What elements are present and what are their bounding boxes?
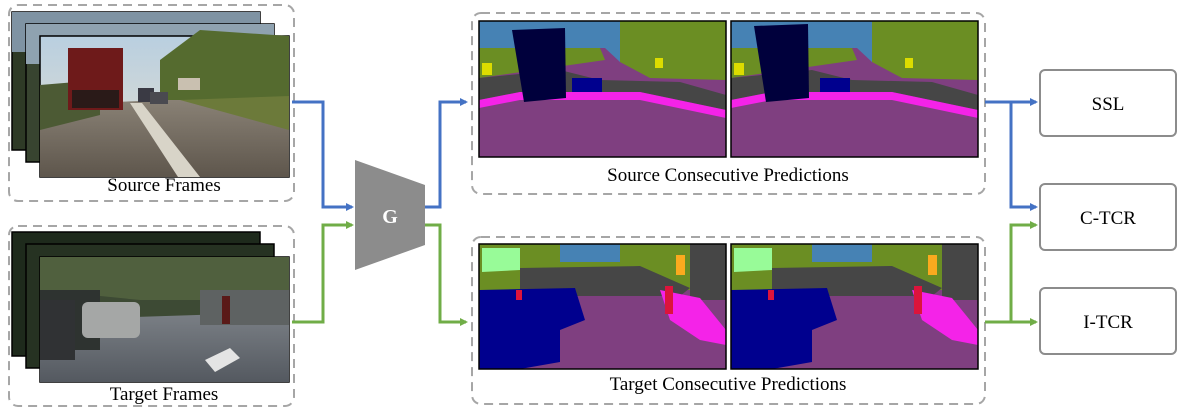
c-tcr-loss-box: C-TCR <box>1039 183 1177 251</box>
source-prediction-map-1 <box>478 20 727 158</box>
target-frames-group: Target Frames <box>8 225 295 407</box>
source-prediction-map-2 <box>730 20 979 158</box>
c-tcr-loss-label: C-TCR <box>1080 208 1136 229</box>
ssl-loss-label: SSL <box>1092 94 1125 115</box>
target-prediction-map-1 <box>478 243 727 370</box>
target-to-generator-arrow <box>292 221 354 324</box>
source-predictions-group: Source Consecutive Predictions <box>471 12 986 195</box>
source-pred-to-ctcr-arrow <box>1009 102 1038 211</box>
source-frame-image <box>39 30 290 178</box>
source-to-generator-arrow <box>292 100 354 211</box>
source-frames-group: Source Frames <box>8 4 295 202</box>
target-predictions-caption: Target Consecutive Predictions <box>610 374 847 395</box>
target-frame-image <box>39 256 290 383</box>
generator-to-source-pred-arrow <box>425 98 468 209</box>
source-predictions-caption: Source Consecutive Predictions <box>607 165 849 186</box>
target-pred-to-ctcr-arrow <box>1009 221 1038 322</box>
target-predictions-group: Target Consecutive Predictions <box>471 236 986 405</box>
target-frames-caption: Target Frames <box>110 384 219 405</box>
i-tcr-loss-box: I-TCR <box>1039 287 1177 355</box>
i-tcr-loss-label: I-TCR <box>1083 312 1133 333</box>
source-frames-dashed-box <box>8 4 295 202</box>
generator-to-target-pred-arrow <box>425 223 468 326</box>
ssl-loss-box: SSL <box>1039 69 1177 137</box>
generator-block: G <box>355 160 425 270</box>
generator-label: G <box>382 206 398 228</box>
target-frames-dashed-box <box>8 225 295 407</box>
generator-trapezoid <box>355 160 425 270</box>
target-predictions-dashed-box <box>471 236 986 405</box>
target-prediction-map-2 <box>730 243 979 370</box>
source-frames-caption: Source Frames <box>107 175 220 196</box>
